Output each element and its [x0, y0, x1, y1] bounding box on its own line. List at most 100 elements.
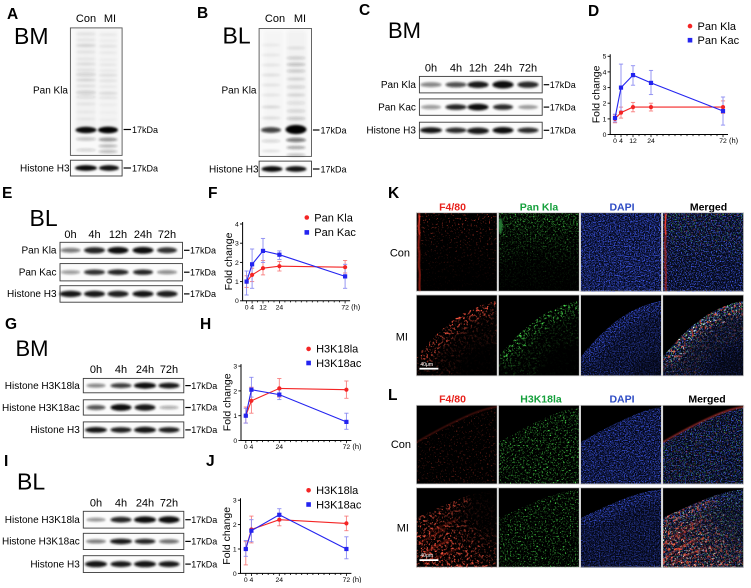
svg-text:2: 2 [603, 101, 607, 108]
svg-text:4: 4 [235, 221, 239, 228]
svg-text:3: 3 [603, 85, 607, 92]
svg-text:Pan Kla: Pan Kla [221, 86, 256, 97]
svg-text:72: 72 [343, 444, 351, 451]
svg-text:Histone H3: Histone H3 [30, 425, 80, 436]
svg-text:0h: 0h [90, 364, 102, 376]
svg-text:72h: 72h [158, 229, 176, 241]
svg-text:BM: BM [14, 23, 49, 49]
svg-text:0: 0 [233, 571, 237, 578]
svg-text:Fold change: Fold change [222, 373, 234, 431]
svg-text:F: F [208, 185, 217, 202]
svg-text:0h: 0h [64, 229, 76, 241]
svg-text:3: 3 [235, 241, 239, 248]
svg-text:(h): (h) [352, 575, 362, 583]
svg-text:17kDa: 17kDa [132, 125, 158, 135]
svg-text:Histone H3: Histone H3 [366, 126, 416, 137]
svg-text:E: E [2, 185, 12, 202]
svg-text:H: H [200, 316, 211, 333]
svg-text:17kDa: 17kDa [190, 246, 216, 256]
svg-text:24h: 24h [494, 63, 512, 75]
svg-text:3: 3 [233, 364, 237, 371]
svg-text:Histone H3K18la: Histone H3K18la [5, 381, 80, 392]
svg-text:(h): (h) [351, 302, 361, 311]
svg-text:12h: 12h [109, 229, 127, 241]
svg-text:0: 0 [603, 132, 607, 139]
svg-text:Con: Con [265, 13, 285, 25]
svg-text:24: 24 [647, 138, 655, 145]
svg-text:12: 12 [629, 138, 637, 145]
svg-text:72h: 72h [160, 498, 178, 510]
svg-text:4: 4 [603, 69, 607, 76]
svg-text:17kDa: 17kDa [191, 515, 217, 525]
svg-text:K: K [388, 185, 400, 202]
svg-text:17kDa: 17kDa [550, 126, 576, 136]
svg-text:G: G [5, 316, 17, 333]
svg-text:MI: MI [397, 523, 409, 535]
svg-text:Pan Kac: Pan Kac [314, 227, 356, 239]
svg-text:17kDa: 17kDa [191, 425, 217, 435]
svg-text:40μm: 40μm [420, 362, 433, 368]
svg-text:MI: MI [104, 13, 116, 25]
svg-text:17kDa: 17kDa [550, 102, 576, 112]
svg-text:H3K18ac: H3K18ac [316, 358, 362, 370]
svg-text:72h: 72h [519, 63, 537, 75]
svg-text:24h: 24h [136, 498, 154, 510]
svg-text:BL: BL [17, 469, 45, 495]
svg-text:1: 1 [603, 116, 607, 123]
svg-text:A: A [7, 6, 18, 23]
svg-text:12: 12 [259, 304, 267, 311]
svg-text:4h: 4h [115, 364, 127, 376]
svg-text:4: 4 [250, 304, 254, 311]
svg-text:Histone H3: Histone H3 [209, 164, 259, 175]
svg-text:Con: Con [391, 439, 411, 451]
svg-text:BL: BL [30, 205, 58, 231]
svg-text:Fold change: Fold change [221, 507, 233, 565]
svg-text:D: D [588, 3, 599, 20]
svg-text:C: C [359, 2, 370, 19]
svg-text:H3K18la: H3K18la [316, 485, 359, 497]
svg-text:Histone H3: Histone H3 [30, 559, 80, 570]
svg-text:Fold change: Fold change [591, 65, 603, 123]
svg-text:17kDa: 17kDa [132, 163, 158, 173]
svg-text:17kDa: 17kDa [191, 403, 217, 413]
svg-text:H3K18la: H3K18la [520, 394, 562, 406]
svg-text:Con: Con [390, 248, 410, 260]
svg-text:4h: 4h [450, 63, 462, 75]
svg-text:BL: BL [223, 23, 251, 49]
svg-text:Pan Kla: Pan Kla [698, 21, 737, 33]
svg-text:(h): (h) [352, 442, 362, 451]
svg-text:17kDa: 17kDa [191, 559, 217, 569]
svg-text:4: 4 [619, 138, 623, 145]
svg-text:MI: MI [396, 332, 408, 344]
svg-text:24: 24 [276, 577, 284, 583]
svg-text:17kDa: 17kDa [190, 289, 216, 299]
svg-text:17kDa: 17kDa [550, 80, 576, 90]
svg-text:4h: 4h [115, 498, 127, 510]
svg-text:DAPI: DAPI [609, 202, 634, 214]
svg-text:24h: 24h [136, 364, 154, 376]
svg-text:3: 3 [233, 498, 237, 505]
svg-text:L: L [388, 387, 397, 404]
svg-text:Histone H3: Histone H3 [7, 289, 57, 300]
svg-text:Histone H3K18ac: Histone H3K18ac [2, 537, 80, 548]
svg-text:Fold change: Fold change [223, 232, 235, 290]
svg-text:H3K18la: H3K18la [316, 344, 359, 356]
svg-text:0: 0 [233, 438, 237, 445]
svg-text:0: 0 [613, 138, 617, 145]
svg-text:24h: 24h [134, 229, 152, 241]
svg-text:2: 2 [233, 522, 237, 529]
svg-text:(h): (h) [729, 136, 739, 145]
svg-text:J: J [206, 453, 215, 470]
svg-text:Con: Con [76, 13, 96, 25]
svg-text:72: 72 [719, 138, 727, 145]
svg-text:BM: BM [388, 18, 421, 43]
svg-text:0: 0 [244, 444, 248, 451]
svg-text:DAPI: DAPI [609, 394, 634, 406]
svg-text:17kDa: 17kDa [191, 537, 217, 547]
svg-text:BM: BM [16, 336, 49, 361]
svg-text:Pan Kla: Pan Kla [381, 80, 416, 91]
svg-text:Pan Kac: Pan Kac [19, 268, 57, 279]
svg-text:Pan Kla: Pan Kla [314, 212, 353, 224]
svg-text:Merged: Merged [690, 202, 727, 214]
svg-text:72: 72 [341, 304, 349, 311]
